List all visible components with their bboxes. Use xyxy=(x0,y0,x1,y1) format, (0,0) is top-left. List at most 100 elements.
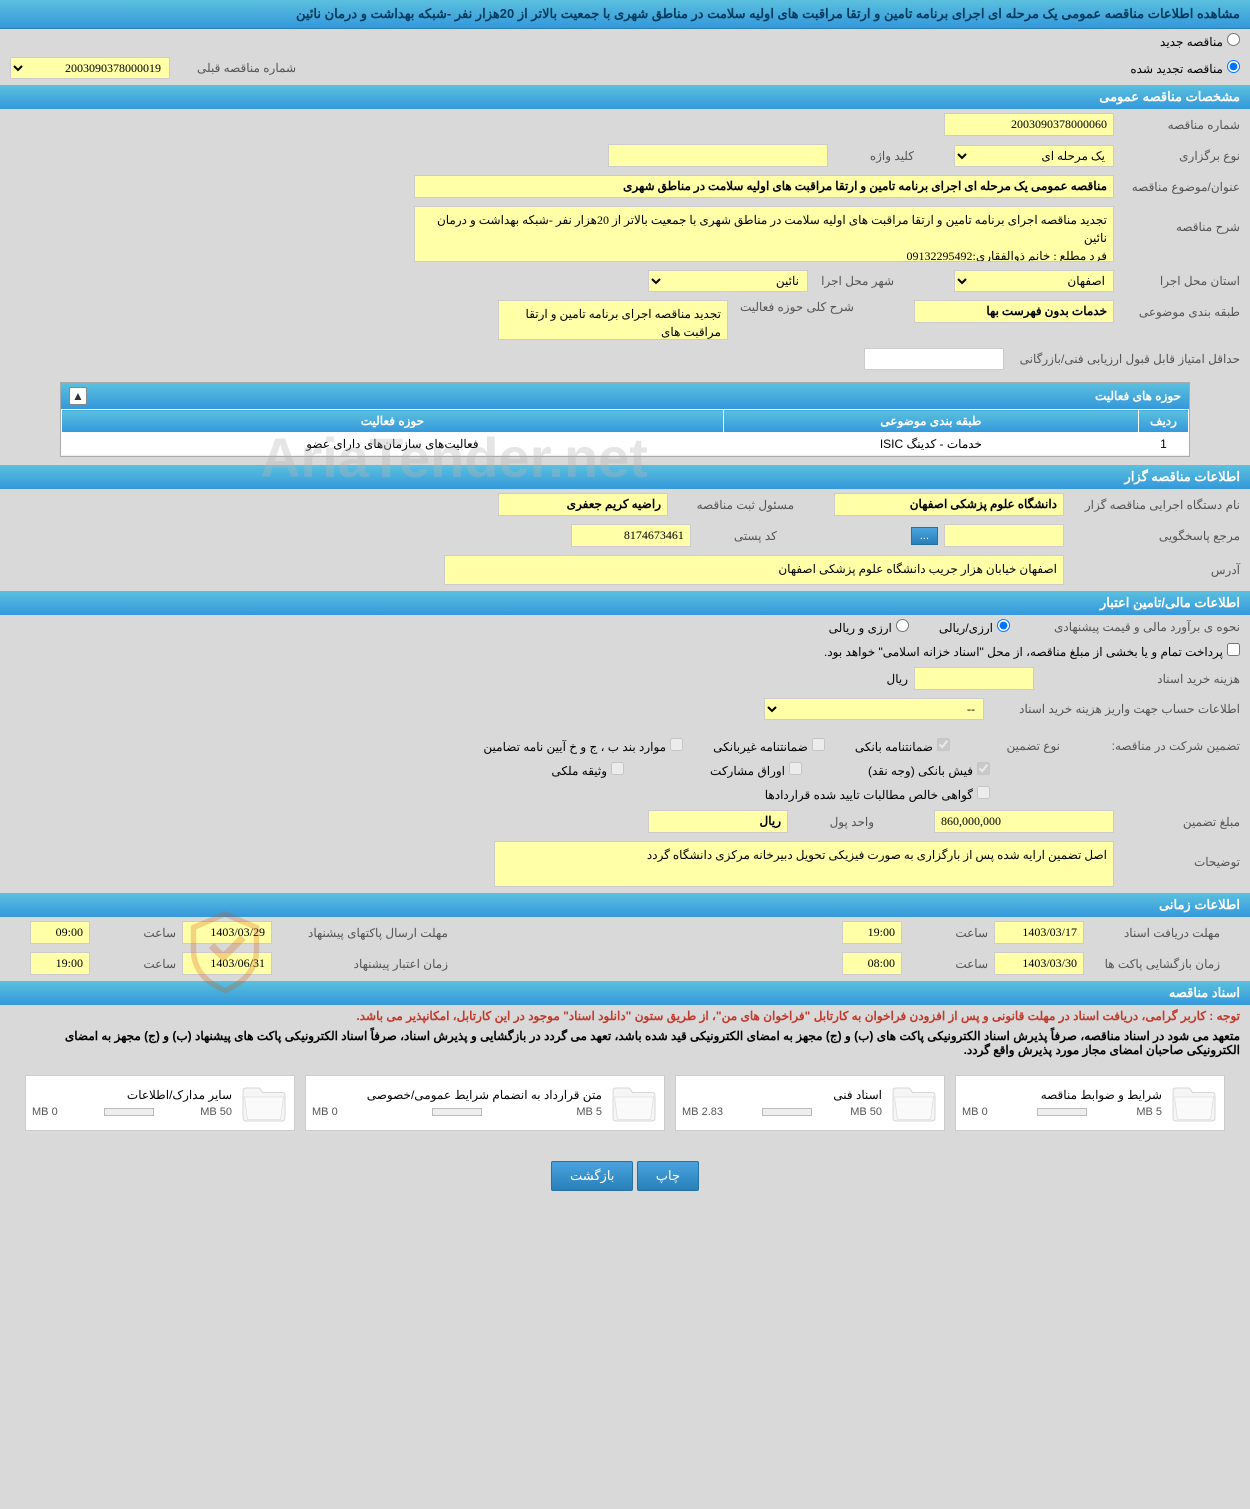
subject-label: عنوان/موضوع مناقصه xyxy=(1120,180,1240,194)
org-label: نام دستگاه اجرایی مناقصه گزار xyxy=(1070,498,1240,512)
activity-desc-textarea[interactable]: تجدید مناقصه اجرای برنامه تامین و ارتقا … xyxy=(498,300,728,340)
folder-icon xyxy=(1170,1082,1218,1124)
doc-box[interactable]: اسناد فنی50 MB2.83 MB xyxy=(675,1075,945,1131)
doc-cap: 5 MB xyxy=(1136,1106,1162,1118)
tender-no-value xyxy=(944,113,1114,136)
opt-arz-label: ارزی و ریالی xyxy=(829,621,892,635)
postal-input[interactable] xyxy=(571,524,691,547)
doc-title: متن قرارداد به انضمام شرایط عمومی/خصوصی xyxy=(312,1088,602,1102)
open-hour[interactable] xyxy=(842,952,902,975)
section-general: مشخصات مناقصه عمومی xyxy=(0,85,1250,109)
desc-label: شرح مناقصه xyxy=(1120,206,1240,234)
address-textarea[interactable]: اصفهان خیابان هزار جریب دانشگاه علوم پزش… xyxy=(444,555,1064,585)
doc-bar xyxy=(762,1108,812,1116)
folder-icon xyxy=(610,1082,658,1124)
repeat-renewed-label: مناقصه تجدید شده xyxy=(1130,62,1223,76)
g-nonbank-ck[interactable]: ضمانتنامه غیربانکی xyxy=(713,738,825,754)
doc-used: 0 MB xyxy=(32,1106,58,1118)
open-hour-label: ساعت xyxy=(908,957,988,971)
doc-box[interactable]: سایر مدارک/اطلاعات50 MB0 MB xyxy=(25,1075,295,1131)
remarks-label: توضیحات xyxy=(1120,841,1240,869)
section-time: اطلاعات زمانی xyxy=(0,893,1250,917)
repeat-new-radio[interactable]: مناقصه جدید xyxy=(1160,33,1240,49)
table-row: 1خدمات - کدینگ ISICفعالیت‌های سازمان‌های… xyxy=(62,433,1189,456)
doc-box[interactable]: شرایط و ضوابط مناقصه5 MB0 MB xyxy=(955,1075,1225,1131)
send-date[interactable] xyxy=(182,921,272,944)
doc-cost-input[interactable] xyxy=(914,667,1034,690)
send-hour[interactable] xyxy=(30,921,90,944)
category-label: طبقه بندی موضوعی xyxy=(1120,305,1240,319)
g-bank-ck[interactable]: ضمانتنامه بانکی xyxy=(855,738,950,754)
province-label: استان محل اجرا xyxy=(1120,274,1240,288)
min-score-label: حداقل امتیاز قابل قبول ارزیابی فنی/بازرگ… xyxy=(1010,352,1240,366)
doc-used: 0 MB xyxy=(312,1106,338,1118)
keyword-input[interactable] xyxy=(608,144,828,167)
category-input[interactable] xyxy=(914,300,1114,323)
prev-tender-label: شماره مناقصه قبلی xyxy=(176,61,296,75)
doc-box[interactable]: متن قرارداد به انضمام شرایط عمومی/خصوصی5… xyxy=(305,1075,665,1131)
est-method-label: نحوه ی برآورد مالی و قیمت پیشنهادی xyxy=(1040,620,1240,634)
collapse-icon[interactable]: ▲ xyxy=(69,387,87,405)
guarantee-type-label: نوع تضمین xyxy=(980,739,1060,753)
receive-hour[interactable] xyxy=(842,921,902,944)
province-select[interactable]: اصفهان xyxy=(954,270,1114,292)
doc-cost-label: هزینه خرید اسناد xyxy=(1040,672,1240,686)
phone-input[interactable] xyxy=(944,524,1064,547)
valid-label: زمان اعتبار پیشنهاد xyxy=(278,957,448,971)
send-hour-label: ساعت xyxy=(96,926,176,940)
hold-type-label: نوع برگزاری xyxy=(1120,149,1240,163)
valid-hour-label: ساعت xyxy=(96,957,176,971)
doc-bar xyxy=(1037,1108,1087,1116)
doc-title: سایر مدارک/اطلاعات xyxy=(32,1088,232,1102)
col-cat: طبقه بندی موضوعی xyxy=(723,410,1138,433)
open-label: زمان بازگشایی پاکت ها xyxy=(1090,957,1220,971)
remarks-textarea[interactable]: اصل تضمین ارایه شده پس از بارگزاری به صو… xyxy=(494,841,1114,887)
page-title: مشاهده اطلاعات مناقصه عمومی یک مرحله ای … xyxy=(0,0,1250,29)
city-select[interactable]: نائین xyxy=(648,270,808,292)
g-stock-ck[interactable]: اوراق مشارکت xyxy=(710,762,802,778)
repeat-renewed-radio[interactable]: مناقصه تجدید شده xyxy=(1130,60,1240,76)
resp-person-label: مسئول ثبت مناقصه xyxy=(674,498,794,512)
address-label: آدرس xyxy=(1070,563,1240,577)
section-docs: اسناد مناقصه xyxy=(0,981,1250,1005)
back-button[interactable]: بازگشت xyxy=(551,1161,633,1191)
doc-title: اسناد فنی xyxy=(682,1088,882,1102)
open-date[interactable] xyxy=(994,952,1084,975)
valid-date[interactable] xyxy=(182,952,272,975)
g-cash-ck[interactable]: فیش بانکی (وجه نقد) xyxy=(868,762,990,778)
g-clearance-ck[interactable]: گواهی خالص مطالبات تایید شده قراردادها xyxy=(765,786,990,802)
opt-arz-radio[interactable]: ارزی و ریالی xyxy=(829,619,909,635)
opt-rial-radio[interactable]: ارزی/ریالی xyxy=(939,619,1010,635)
currency-input xyxy=(648,810,788,833)
g-bond-ck[interactable]: موارد بند ب ، ج و خ آیین نامه تضامین xyxy=(483,738,683,754)
folder-icon xyxy=(890,1082,938,1124)
min-score-input[interactable] xyxy=(864,348,1004,370)
activity-table: ردیف طبقه بندی موضوعی حوزه فعالیت 1خدمات… xyxy=(61,409,1189,456)
unit-rial: ریال xyxy=(886,672,908,686)
valid-hour[interactable] xyxy=(30,952,90,975)
guarantee-amount-label: مبلغ تضمین xyxy=(1120,815,1240,829)
repeat-new-label: مناقصه جدید xyxy=(1160,35,1223,49)
docs-note1: توجه : کاربر گرامی، دریافت اسناد در مهلت… xyxy=(0,1005,1250,1027)
col-row: ردیف xyxy=(1139,410,1189,433)
desc-textarea[interactable]: تجدید مناقصه اجرای برنامه تامین و ارتقا … xyxy=(414,206,1114,262)
subject-input[interactable] xyxy=(414,175,1114,198)
activity-title: حوزه های فعالیت xyxy=(1095,389,1181,403)
receive-label: مهلت دریافت اسناد xyxy=(1090,926,1220,940)
activity-panel: حوزه های فعالیت ▲ ردیف طبقه بندی موضوعی … xyxy=(60,382,1190,457)
org-input xyxy=(834,493,1064,516)
keyword-label: کلید واژه xyxy=(834,149,914,163)
prev-tender-select[interactable]: 2003090378000019 xyxy=(10,57,170,79)
g-property-ck[interactable]: وثیقه ملکی xyxy=(551,762,624,778)
doc-bar xyxy=(104,1108,154,1116)
treasury-ck[interactable]: پرداخت تمام و یا بخشی از مبلغ مناقصه، از… xyxy=(824,643,1240,659)
acct-select[interactable]: -- xyxy=(764,698,984,720)
receive-hour-label: ساعت xyxy=(908,926,988,940)
guarantee-amount-input[interactable] xyxy=(934,810,1114,833)
hold-type-select[interactable]: یک مرحله ای xyxy=(954,145,1114,167)
lookup-button[interactable]: ... xyxy=(911,527,938,545)
print-button[interactable]: چاپ xyxy=(637,1161,699,1191)
doc-cap: 50 MB xyxy=(850,1106,882,1118)
receive-date[interactable] xyxy=(994,921,1084,944)
currency-label: واحد پول xyxy=(794,815,874,829)
